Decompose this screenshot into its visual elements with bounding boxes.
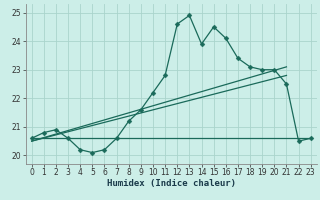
- X-axis label: Humidex (Indice chaleur): Humidex (Indice chaleur): [107, 179, 236, 188]
